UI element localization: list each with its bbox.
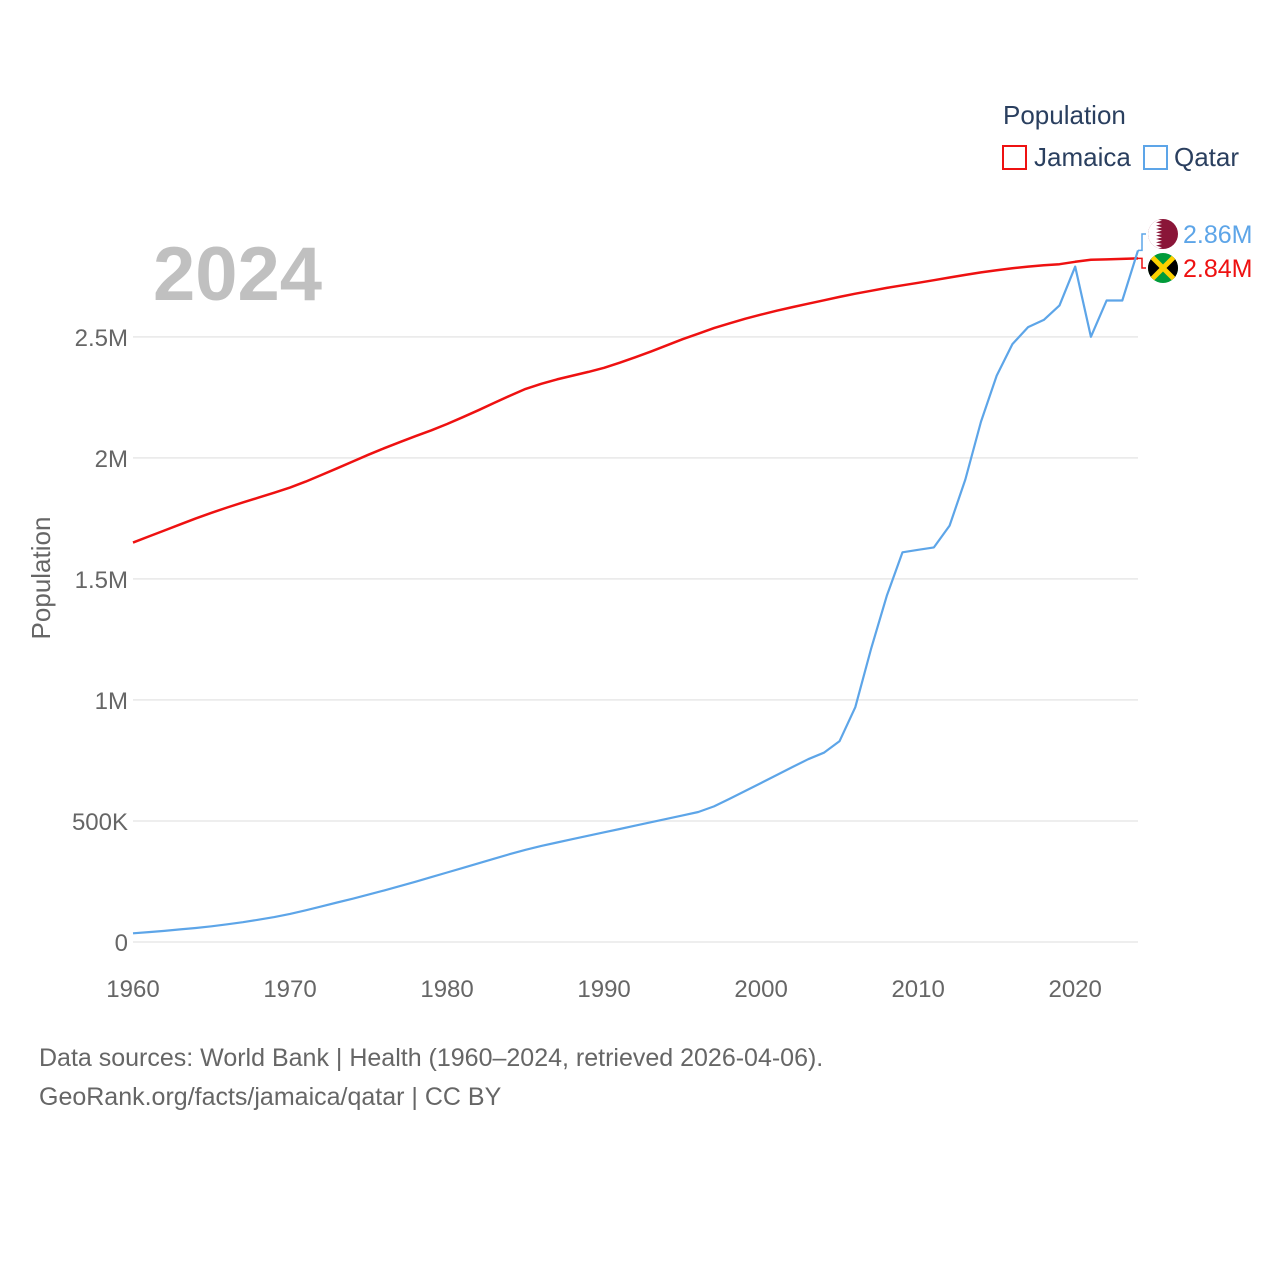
x-tick-label: 1990 bbox=[577, 976, 630, 1003]
legend-item-qatar[interactable]: Qatar bbox=[1143, 142, 1239, 172]
y-tick-label: 2.5M bbox=[75, 325, 128, 352]
x-axis: 1960 1970 1980 1990 2000 2010 2020 bbox=[106, 976, 1102, 1003]
y-axis-title: Population bbox=[26, 517, 56, 640]
gridlines bbox=[133, 336, 1138, 943]
x-tick-label: 1960 bbox=[106, 976, 159, 1003]
end-value-label-jamaica: 2.84M bbox=[1183, 255, 1252, 283]
year-label: 2024 bbox=[153, 232, 322, 317]
line-chart: 2024 0 500K 1M 1.5M 2M 2.5M 1960 1970 1980 1990 2… bbox=[26, 100, 1252, 1003]
y-tick-label: 1M bbox=[95, 688, 128, 715]
legend-label-qatar: Qatar bbox=[1174, 142, 1239, 172]
x-tick-label: 2010 bbox=[891, 976, 944, 1003]
y-tick-label: 2M bbox=[95, 446, 128, 473]
footer-sources: Data sources: World Bank | Health (1960–… bbox=[39, 1044, 824, 1072]
end-value-label-qatar: 2.86M bbox=[1183, 221, 1252, 249]
footer-attribution[interactable]: GeoRank.org/facts/jamaica/qatar | CC BY bbox=[39, 1083, 502, 1111]
qatar-flag-icon bbox=[1148, 219, 1178, 249]
y-axis: 0 500K 1M 1.5M 2M 2.5M bbox=[72, 325, 128, 957]
y-tick-label: 0 bbox=[115, 930, 128, 957]
end-connector-qatar bbox=[1138, 233, 1146, 252]
end-markers: 2.84M 2.86M bbox=[1138, 219, 1252, 283]
series-line-qatar[interactable] bbox=[132, 250, 1140, 935]
series-lines bbox=[132, 250, 1140, 935]
x-tick-label: 2000 bbox=[734, 976, 787, 1003]
legend: Population Jamaica Qatar bbox=[1002, 100, 1239, 172]
legend-label-jamaica: Jamaica bbox=[1034, 142, 1131, 172]
legend-item-jamaica[interactable]: Jamaica bbox=[1002, 142, 1131, 172]
legend-swatch-jamaica bbox=[1002, 145, 1027, 170]
jamaica-flag-icon bbox=[1148, 253, 1178, 283]
legend-swatch-qatar bbox=[1143, 145, 1168, 170]
end-connector-jamaica bbox=[1138, 257, 1146, 269]
series-line-jamaica[interactable] bbox=[132, 257, 1139, 544]
y-tick-label: 1.5M bbox=[75, 567, 128, 594]
x-tick-label: 2020 bbox=[1048, 976, 1101, 1003]
y-tick-label: 500K bbox=[72, 809, 128, 836]
legend-title[interactable]: Population bbox=[1003, 100, 1126, 130]
x-tick-label: 1980 bbox=[420, 976, 473, 1003]
x-tick-label: 1970 bbox=[263, 976, 316, 1003]
